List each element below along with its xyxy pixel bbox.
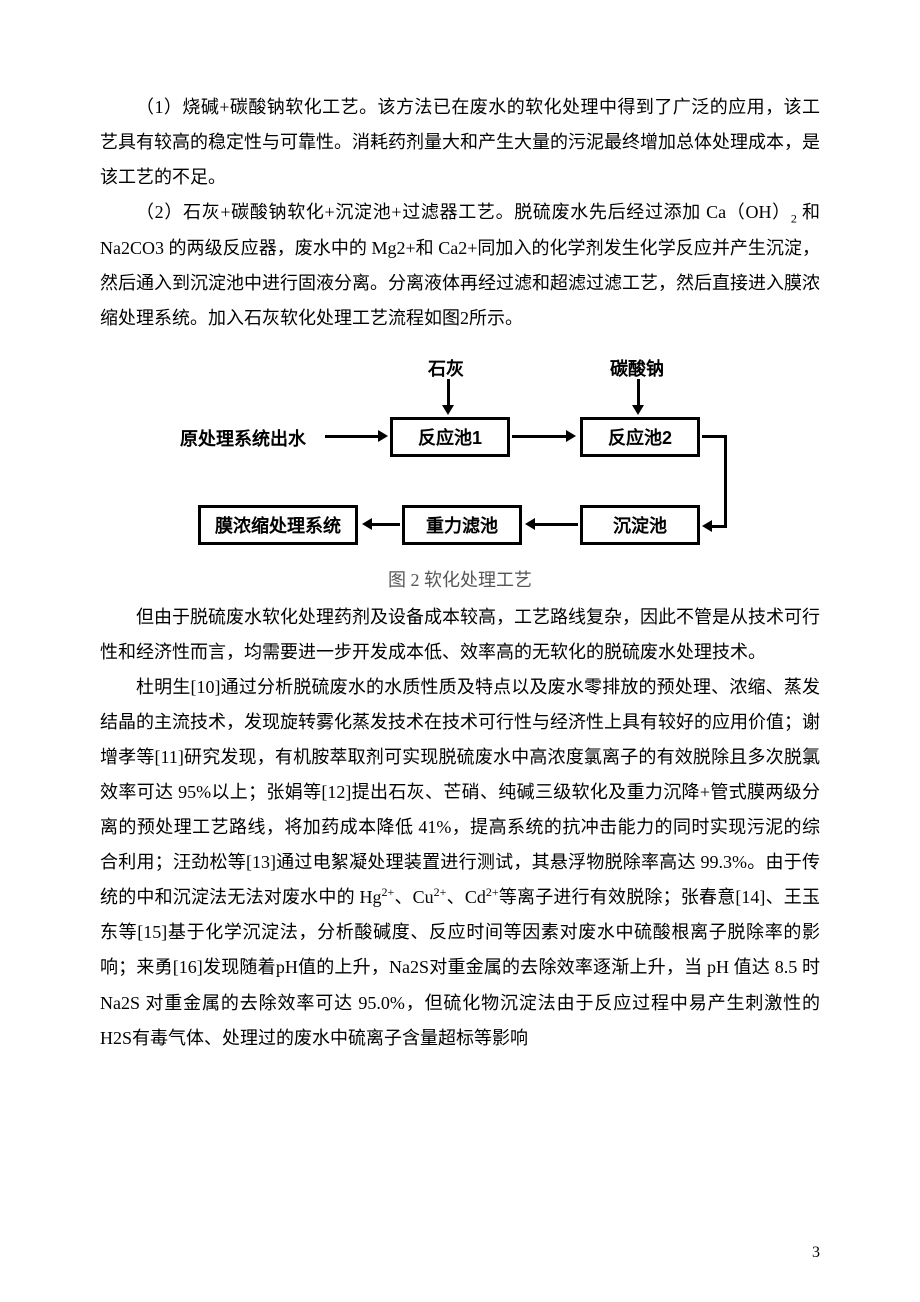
arrowhead-settler-gravity bbox=[525, 518, 535, 530]
arrow-tank2-out-v bbox=[724, 435, 727, 528]
arrowhead-into-settler bbox=[702, 520, 712, 532]
p2-text-a: （2）石灰+碳酸钠软化+沉淀池+过滤器工艺。脱硫废水先后经过添加 Ca（OH） bbox=[136, 202, 791, 222]
arrowhead-inlet-tank1 bbox=[378, 430, 388, 442]
p4-sup-cd: 2+ bbox=[486, 885, 499, 899]
arrow-settler-gravity bbox=[535, 523, 578, 526]
p4-text-d: 等离子进行有效脱除；张春意[14]、王玉东等[15]基于化学沉淀法，分析酸碱度、… bbox=[100, 887, 820, 1047]
box-tank1: 反应池1 bbox=[390, 417, 510, 457]
arrowhead-tank1-tank2 bbox=[566, 430, 576, 442]
arrow-lime-tank1 bbox=[447, 379, 450, 407]
label-soda: 碳酸钠 bbox=[610, 355, 664, 381]
arrow-soda-tank2 bbox=[637, 379, 640, 407]
p4-sup-cu: 2+ bbox=[434, 885, 447, 899]
label-inlet: 原处理系统出水 bbox=[180, 425, 306, 451]
label-lime: 石灰 bbox=[428, 355, 464, 381]
box-settler: 沉淀池 bbox=[580, 505, 700, 545]
figure-2-caption: 图 2 软化处理工艺 bbox=[180, 566, 740, 592]
arrowhead-soda-tank2 bbox=[632, 405, 644, 415]
page: （1）烧碱+碳酸钠软化工艺。该方法已在废水的软化处理中得到了广泛的应用，该工艺具… bbox=[0, 0, 920, 1302]
arrow-tank1-tank2 bbox=[512, 435, 568, 438]
p4-sup-hg: 2+ bbox=[381, 885, 394, 899]
paragraph-2: （2）石灰+碳酸钠软化+沉淀池+过滤器工艺。脱硫废水先后经过添加 Ca（OH）2… bbox=[100, 195, 820, 336]
arrow-inlet-tank1 bbox=[325, 435, 380, 438]
arrow-into-settler-h bbox=[712, 525, 727, 528]
box-membrane: 膜浓缩处理系统 bbox=[198, 505, 358, 545]
paragraph-4: 杜明生[10]通过分析脱硫废水的水质性质及特点以及废水零排放的预处理、浓缩、蒸发… bbox=[100, 670, 820, 1056]
arrowhead-lime-tank1 bbox=[442, 405, 454, 415]
p4-text-c: 、Cd bbox=[446, 887, 485, 907]
p4-text-a: 杜明生[10]通过分析脱硫废水的水质性质及特点以及废水零排放的预处理、浓缩、蒸发… bbox=[100, 677, 820, 908]
figure-2-diagram: 石灰 碳酸钠 原处理系统出水 反应池1 反应池2 bbox=[180, 355, 740, 560]
arrow-gravity-membrane bbox=[372, 523, 400, 526]
paragraph-1: （1）烧碱+碳酸钠软化工艺。该方法已在废水的软化处理中得到了广泛的应用，该工艺具… bbox=[100, 90, 820, 195]
box-tank2: 反应池2 bbox=[580, 417, 700, 457]
p4-text-b: 、Cu bbox=[394, 887, 433, 907]
arrowhead-gravity-membrane bbox=[362, 518, 372, 530]
page-number: 3 bbox=[812, 1244, 820, 1262]
figure-2-wrap: 石灰 碳酸钠 原处理系统出水 反应池1 反应池2 bbox=[180, 355, 740, 592]
box-gravity: 重力滤池 bbox=[402, 505, 522, 545]
paragraph-3: 但由于脱硫废水软化处理药剂及设备成本较高，工艺路线复杂，因此不管是从技术可行性和… bbox=[100, 600, 820, 670]
